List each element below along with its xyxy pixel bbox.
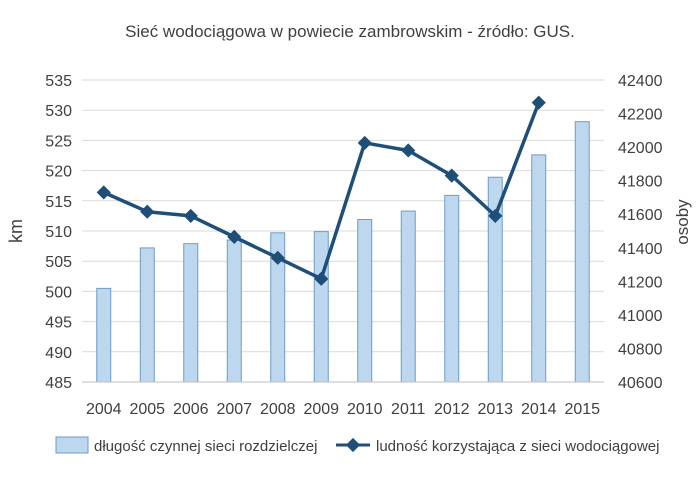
- line-point: [183, 208, 198, 223]
- legend-bar-swatch: [55, 436, 89, 454]
- y-left-tick-label: 510: [45, 224, 72, 241]
- bar: [313, 231, 329, 383]
- x-tick-label: 2004: [86, 401, 122, 418]
- bar: [226, 239, 242, 383]
- y-axis-left: 485 490 495 500 505 510 515 520 525 530 535: [45, 73, 72, 392]
- x-tick-label: 2006: [173, 401, 209, 418]
- y-left-tick-label: 515: [45, 194, 72, 211]
- y-axis-right-label: osoby: [673, 199, 692, 245]
- x-axis: 2004 2005 2006 2007 2008 2009 2010 2011 2012 2013…: [82, 381, 604, 418]
- chart-title: Sieć wodociągowa w powiecie zambrowskim …: [125, 22, 575, 41]
- x-tick-label: 2005: [129, 401, 165, 418]
- line-point: [531, 95, 546, 110]
- y-right-tick-label: 42000: [618, 140, 663, 157]
- bar: [531, 154, 547, 383]
- bar: [400, 210, 416, 383]
- x-tick-label: 2011: [391, 401, 426, 418]
- x-tick-label: 2007: [216, 401, 252, 418]
- y-right-tick-label: 41000: [618, 308, 663, 325]
- y-right-tick-label: 41600: [618, 207, 663, 224]
- line-point: [270, 250, 285, 265]
- y-left-tick-label: 505: [45, 254, 72, 271]
- y-left-tick-label: 520: [45, 164, 72, 181]
- line-point: [227, 229, 242, 244]
- bar: [183, 243, 199, 383]
- y-right-tick-label: 42200: [618, 107, 663, 124]
- gridlines: [82, 79, 604, 383]
- y-right-tick-label: 40600: [618, 375, 663, 392]
- bar: [357, 219, 373, 383]
- line-point: [401, 143, 416, 158]
- y-left-tick-label: 500: [45, 284, 72, 301]
- x-tick-label: 2008: [260, 401, 296, 418]
- x-tick-label: 2012: [434, 401, 470, 418]
- line-point: [444, 168, 459, 183]
- line-point: [140, 204, 155, 219]
- y-left-tick-label: 525: [45, 133, 72, 150]
- y-left-tick-label: 495: [45, 315, 72, 332]
- y-left-tick-label: 535: [45, 73, 72, 90]
- line-point: [357, 135, 372, 150]
- legend-line-label: ludność korzystająca z sieci wodociągowe…: [376, 438, 659, 455]
- line-point: [488, 208, 503, 223]
- y-right-tick-label: 40800: [618, 341, 663, 358]
- line-point: [314, 271, 329, 286]
- bar: [444, 194, 460, 383]
- y-axis-left-label: km: [6, 219, 26, 243]
- y-right-tick-label: 41200: [618, 274, 663, 291]
- y-left-tick-label: 485: [45, 375, 72, 392]
- x-tick-label: 2015: [564, 401, 600, 418]
- x-tick-label: 2009: [303, 401, 339, 418]
- y-left-tick-label: 530: [45, 103, 72, 120]
- y-right-tick-label: 42400: [618, 73, 663, 90]
- y-axis-right: 40600 40800 41000 41200 41400 41600 41800 42000…: [618, 73, 663, 392]
- bar: [139, 247, 155, 383]
- y-right-tick-label: 41400: [618, 241, 663, 258]
- x-tick-label: 2010: [347, 401, 383, 418]
- x-tick-label: 2014: [521, 401, 557, 418]
- y-right-tick-label: 41800: [618, 174, 663, 191]
- legend-line-marker: [345, 437, 361, 453]
- bar: [574, 121, 590, 383]
- y-left-tick-label: 490: [45, 345, 72, 362]
- line-point: [96, 185, 111, 200]
- bar: [96, 287, 112, 383]
- legend-bar-label: długość czynnej sieci rozdzielczej: [94, 438, 317, 455]
- x-tick-label: 2013: [477, 401, 513, 418]
- legend: długość czynnej sieci rozdzielczej ludno…: [55, 436, 659, 455]
